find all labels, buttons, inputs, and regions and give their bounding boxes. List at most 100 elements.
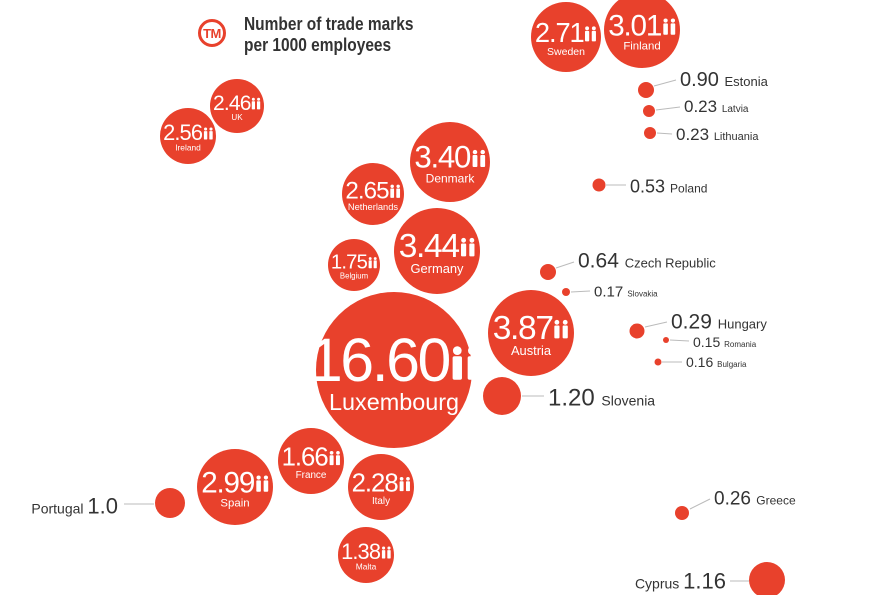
value-label-denmark: 3.40	[414, 140, 471, 175]
country-label-malta: Malta	[356, 561, 377, 571]
value-label-portugal: 1.0	[87, 494, 118, 519]
value-label-germany: 3.44	[399, 228, 460, 265]
bubble-circle-uk	[210, 79, 264, 133]
country-label-latvia: Latvia	[722, 104, 749, 115]
label-slovakia: 0.17 Slovakia	[594, 283, 658, 300]
value-label-romania: 0.15	[693, 334, 724, 350]
country-label-uk: UK	[231, 113, 243, 122]
value-label-finland: 3.01	[608, 9, 662, 42]
leader-line-slovakia	[570, 290, 591, 293]
leader-line-latvia	[655, 106, 681, 111]
country-label-austria: Austria	[511, 343, 552, 358]
bubble-circle-ireland	[160, 108, 216, 164]
leader-line-lithuania	[656, 132, 673, 135]
label-poland: 0.53 Poland	[630, 176, 707, 196]
bubble-circle-greece	[675, 506, 689, 520]
title-line-1: Number of trade marks	[244, 14, 414, 34]
bubble-circle-portugal	[155, 488, 185, 518]
people-icon	[554, 319, 568, 339]
country-label-lithuania: Lithuania	[714, 131, 760, 143]
title-line-2: per 1000 employees	[244, 35, 392, 55]
value-label-uk: 2.46	[213, 92, 251, 115]
bubble-circle-slovenia	[483, 377, 521, 415]
people-icon	[452, 346, 478, 380]
bubble-romania: 0.15 Romania	[663, 334, 757, 350]
people-icon	[663, 18, 676, 35]
people-icon	[381, 546, 391, 559]
label-czech-republic: 0.64 Czech Republic	[578, 249, 716, 272]
country-label-czech-republic: Czech Republic	[625, 255, 717, 270]
value-label-italy: 2.28	[352, 470, 399, 498]
bubble-circle-denmark	[410, 122, 490, 202]
value-label-cyprus: 1.16	[683, 569, 726, 594]
bubble-circle-bulgaria	[654, 358, 662, 366]
leader-line-romania	[669, 339, 690, 342]
bubble-circle-lithuania	[644, 127, 656, 139]
label-portugal: Portugal 1.0	[31, 494, 118, 519]
bubble-circle-spain	[197, 449, 273, 525]
bubble-circle-estonia	[638, 82, 654, 98]
bubble-circle-sweden	[531, 2, 601, 72]
country-label-luxembourg: Luxembourg	[329, 389, 459, 415]
country-label-bulgaria: Bulgaria	[717, 360, 747, 369]
country-label-netherlands: Netherlands	[348, 202, 398, 212]
label-lithuania: 0.23 Lithuania	[676, 125, 759, 144]
value-label-estonia: 0.90	[680, 69, 724, 91]
bubble-bulgaria: 0.16 Bulgaria	[654, 354, 747, 370]
value-label-austria: 3.87	[493, 310, 553, 347]
value-label-czech-republic: 0.64	[578, 249, 625, 272]
bubble-lithuania: 0.23 Lithuania	[644, 125, 759, 144]
bubble-circle-czech-republic	[540, 264, 556, 280]
country-label-portugal: Portugal	[31, 501, 87, 517]
bubble-circle-romania	[663, 337, 669, 343]
value-label-spain: 2.99	[201, 466, 255, 499]
value-label-netherlands: 2.65	[345, 177, 389, 204]
country-label-ireland: Ireland	[175, 142, 201, 152]
country-label-estonia: Estonia	[724, 74, 768, 89]
value-label-slovenia: 1.20	[548, 384, 601, 411]
bubble-hungary: 0.29 Hungary	[629, 310, 767, 339]
people-icon	[256, 475, 269, 492]
country-label-poland: Poland	[670, 181, 707, 195]
bubble-circle-poland	[592, 178, 606, 192]
label-slovenia: 1.20 Slovenia	[548, 384, 655, 411]
value-label-malta: 1.38	[341, 539, 381, 564]
people-icon	[329, 450, 340, 466]
value-label-bulgaria: 0.16	[686, 354, 717, 370]
leader-line-estonia	[653, 79, 677, 87]
bubble-circle-germany	[394, 208, 480, 294]
value-label-poland: 0.53	[630, 176, 670, 196]
value-label-luxembourg: 16.60	[309, 326, 450, 394]
people-icon	[390, 184, 401, 198]
label-hungary: 0.29 Hungary	[671, 310, 767, 333]
value-label-latvia: 0.23	[684, 97, 722, 116]
bubble-circle-cyprus	[749, 562, 785, 595]
country-label-sweden: Sweden	[547, 46, 585, 58]
people-icon	[584, 26, 596, 42]
people-icon	[472, 149, 486, 167]
country-label-slovenia: Slovenia	[601, 392, 655, 408]
country-label-romania: Romania	[724, 340, 757, 349]
label-latvia: 0.23 Latvia	[684, 97, 749, 116]
leader-line-czech-republic	[555, 261, 575, 269]
country-label-finland: Finland	[623, 41, 660, 53]
people-icon	[368, 257, 377, 269]
country-label-greece: Greece	[756, 494, 796, 508]
label-greece: 0.26 Greece	[714, 489, 796, 510]
bubble-circle-hungary	[629, 323, 645, 339]
label-estonia: 0.90 Estonia	[680, 69, 769, 91]
bubble-circle-finland	[604, 0, 680, 68]
leader-line-hungary	[644, 321, 668, 328]
bubble-slovenia: 1.20 Slovenia	[483, 377, 655, 415]
trademark-icon: TM	[198, 19, 226, 47]
bubble-circle-belgium	[328, 239, 380, 291]
